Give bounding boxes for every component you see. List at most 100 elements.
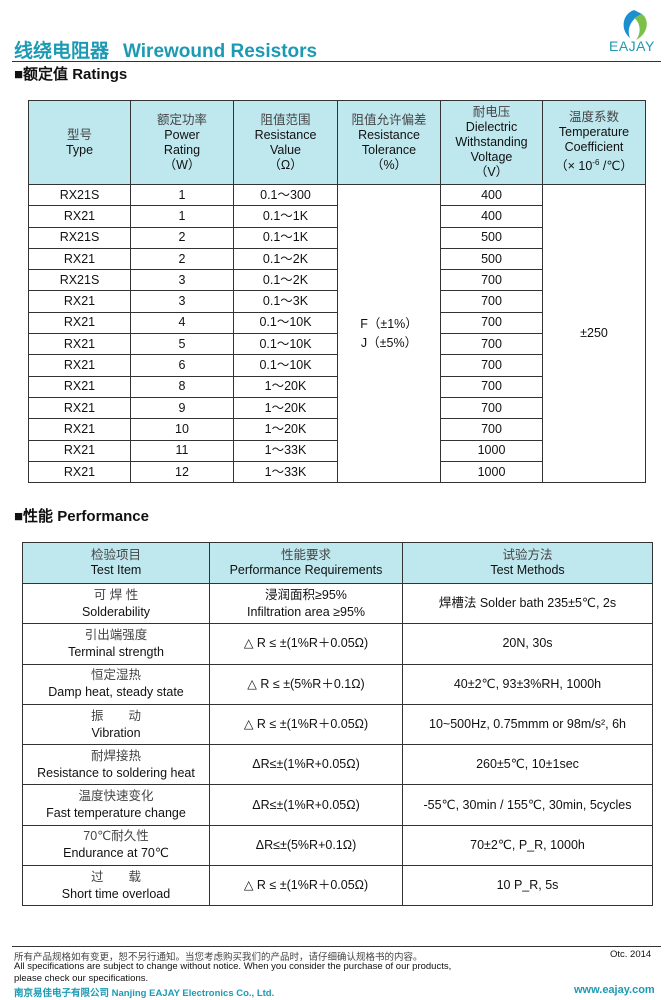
header-en: Power — [164, 127, 200, 142]
test-item-en: Vibration — [91, 725, 141, 740]
voltage-cell: 700 — [440, 418, 543, 441]
temp-coeff-cell: ±250 — [542, 183, 646, 484]
cell: 8 — [130, 375, 234, 398]
requirement: 浸润面积≥95% Infiltration area ≥95% — [209, 582, 403, 625]
voltage-cell: 400 — [440, 183, 543, 207]
header-en: Tolerance — [361, 142, 417, 157]
footer-notice-en: All specifications are subject to change… — [14, 961, 452, 972]
performance-table: 检验项目 Test Item 性能要求 Performance Requirement… — [22, 542, 653, 907]
cell: 1～20K — [233, 418, 338, 441]
test-item-en: Endurance at 70℃ — [63, 846, 169, 861]
test-item: 耐焊接热 Resistance to soldering heat — [22, 744, 210, 786]
header-en: Type — [65, 142, 94, 157]
cell: 0.1～10K — [233, 311, 338, 335]
test-method: 70±2℃, P_R, 1000h — [402, 824, 653, 867]
requirement: ΔR≤±(5%R+0.1Ω) — [209, 824, 403, 867]
table-row: 恒定湿热 Damp heat, steady state △ R ≤ ±(5%R＋0… — [22, 663, 653, 705]
cell: RX21 — [28, 439, 131, 462]
cell: RX21 — [28, 290, 131, 313]
title-cn: 线绕电阻器 — [14, 41, 110, 62]
header-cn: 阻值允许偏差 — [351, 112, 427, 127]
test-item-cn: 耐焊接热 — [90, 748, 141, 763]
test-item-en: Solderability — [81, 604, 151, 619]
voltage-cell: 700 — [440, 354, 543, 377]
header-unit: （× 10-6 /℃） — [543, 155, 645, 174]
divider — [12, 61, 661, 62]
tolerance-value: F（±1%） — [360, 316, 418, 331]
requirement-text: ΔR≤±(1%R+0.05Ω) — [252, 757, 360, 772]
cell: 11 — [130, 439, 234, 462]
header-cn: 温度系数 — [568, 110, 619, 125]
test-item-en: Short time overload — [61, 886, 171, 901]
voltage-cell: 1000 — [440, 460, 543, 484]
header-cn: 耐电压 — [472, 105, 511, 119]
tolerance-value: J（±5%） — [360, 335, 418, 350]
eajay-logo — [623, 10, 647, 40]
footer-divider — [12, 946, 661, 947]
test-method: 10~500Hz, 0.75mmm or 98m/s², 6h — [402, 703, 653, 746]
table-row: RX21 3 0.1～3K 700 — [28, 290, 646, 313]
test-method: 260±5℃, 10±1sec — [402, 744, 653, 786]
header-en: （Ω） — [268, 157, 303, 172]
footer-notice-en2: please check our specifications. — [14, 973, 149, 984]
voltage-cell: 700 — [440, 333, 543, 356]
footer-date: Otc. 2014 — [610, 949, 652, 960]
table-row: 温度快速变化 Fast temperature change ΔR≤±(1%R+0.… — [22, 784, 653, 826]
header-en: Resistance — [358, 127, 420, 142]
unit: /℃） — [599, 159, 633, 174]
requirement-text: △ R ≤ ±(5%R＋0.1Ω) — [247, 676, 365, 691]
requirement: △ R ≤ ±(1%R＋0.05Ω) — [209, 623, 403, 665]
voltage-cell: 700 — [440, 290, 543, 313]
website-link[interactable]: www.eajay.com — [574, 984, 655, 996]
requirement-text: 浸润面积≥95% — [265, 587, 347, 602]
header-en: （%） — [370, 157, 408, 172]
tolerance-cell: F（±1%） J（±5%） — [337, 183, 441, 484]
header-en: Temperature — [558, 125, 630, 140]
test-item: 温度快速变化 Fast temperature change — [22, 784, 210, 826]
exponent: -6 — [592, 158, 600, 168]
cell: 1～20K — [233, 375, 338, 398]
column-header: 阻值允许偏差 Resistance Tolerance （%） — [337, 100, 441, 185]
voltage-cell: 1000 — [440, 439, 543, 462]
brand-text: EAJAY — [609, 38, 655, 54]
cell: 0.1～3K — [233, 290, 338, 313]
requirement-text: ΔR≤±(5%R+0.1Ω) — [255, 837, 357, 852]
table-row: RX21 8 1～20K 700 — [28, 375, 646, 398]
test-item-cn: 70℃耐久性 — [83, 829, 149, 844]
test-method: 焊槽法 Solder bath 235±5℃, 2s — [402, 582, 653, 625]
requirement-text: △ R ≤ ±(1%R＋0.05Ω) — [243, 878, 369, 893]
cell: 1～33K — [233, 439, 338, 462]
test-item: 振 动 Vibration — [22, 703, 210, 746]
cell: 5 — [130, 333, 234, 356]
header-cn: 性能要求 — [280, 548, 331, 562]
column-header: 阻值范围 Resistance Value （Ω） — [233, 100, 338, 185]
test-item: 可 焊 性 Solderability — [22, 582, 210, 625]
cell: 2 — [130, 226, 234, 249]
cell: RX21 — [28, 396, 131, 420]
column-header: 额定功率 Power Rating （W） — [130, 100, 234, 185]
voltage-cell: 700 — [440, 375, 543, 398]
test-item-cn: 过 载 — [90, 869, 141, 884]
table-row: 引出端强度 Terminal strength △ R ≤ ±(1%R＋0.05Ω)… — [22, 623, 653, 665]
test-method: 20N, 30s — [402, 623, 653, 665]
table-row: 耐焊接热 Resistance to soldering heat ΔR≤±(1%R… — [22, 744, 653, 786]
table-row: 70℃耐久性 Endurance at 70℃ ΔR≤±(5%R+0.1Ω) 70±2… — [22, 824, 653, 867]
cell: 0.1～2K — [233, 247, 338, 271]
test-item-en: Fast temperature change — [46, 806, 186, 821]
requirement: △ R ≤ ±(5%R＋0.1Ω) — [209, 663, 403, 705]
cell: RX21 — [28, 460, 131, 484]
cell: 0.1～1K — [233, 226, 338, 249]
column-header: 耐电压 Dielectric Withstanding Voltage （V） — [440, 100, 543, 185]
requirement: ΔR≤±(1%R+0.05Ω) — [209, 784, 403, 826]
column-header: 型号 Type — [28, 100, 131, 185]
table-row: RX21 11 1～33K 1000 — [28, 439, 646, 462]
header-en: Resistance — [254, 127, 317, 142]
cell: RX21 — [28, 247, 131, 271]
page-title: 线绕电阻器 Wirewound Resistors — [14, 36, 317, 63]
test-item-cn: 可 焊 性 — [93, 587, 139, 602]
test-method: 40±2℃, 93±3%RH, 1000h — [402, 663, 653, 705]
voltage-cell: 500 — [440, 226, 543, 249]
header-en: Withstanding — [455, 135, 528, 149]
test-item-cn: 引出端强度 — [84, 627, 148, 642]
voltage-cell: 700 — [440, 269, 543, 292]
